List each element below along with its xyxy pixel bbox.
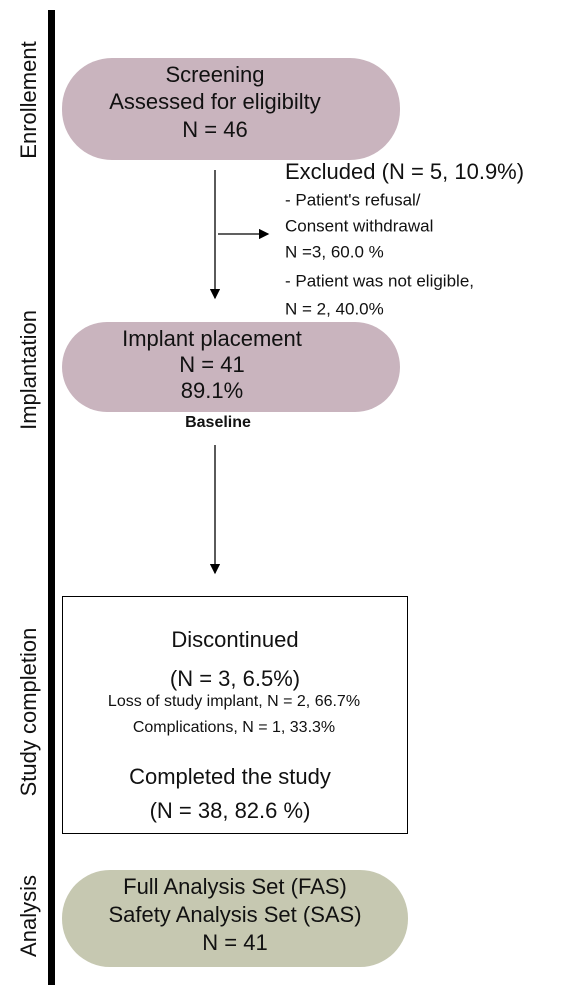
node-text: 89.1% [181,378,243,403]
node-text: Full Analysis Set (FAS) [123,874,347,899]
baseline-note: Baseline [185,414,251,431]
excluded-line: Consent withdrawal [285,216,433,235]
excluded-line: N = 2, 40.0% [285,299,384,318]
node-text: Screening [165,62,264,87]
node-text: Complications, N = 1, 33.3% [133,719,335,736]
node-text: Safety Analysis Set (SAS) [108,902,361,927]
excluded-line: - Patient was not eligible, [285,271,474,290]
excluded-title: Excluded (N = 5, 10.9%) [285,159,524,184]
completion-box [62,596,408,834]
node-text: Implant placement [122,326,302,351]
node-text: Assessed for eligibilty [109,89,321,114]
screening-box [62,58,400,160]
stage-label: Enrollement [16,41,41,158]
stage-label: Study completion [16,628,41,797]
excluded-line: - Patient's refusal/ [285,190,421,209]
stage-label: Analysis [16,875,41,957]
node-text: N = 41 [179,352,244,377]
node-text: N = 41 [202,930,267,955]
node-text: Loss of study implant, N = 2, 66.7% [108,693,360,710]
timeline-bar [48,10,55,985]
node-text: (N = 38, 82.6 %) [150,798,311,823]
node-text: N = 46 [182,117,247,142]
node-text: (N = 3, 6.5%) [170,666,300,691]
excluded-line: N =3, 60.0 % [285,242,384,261]
analysis-box [62,870,408,967]
node-text: Discontinued [171,627,298,652]
implant-box [62,322,400,412]
node-text: Completed the study [129,764,331,789]
stage-label: Implantation [16,310,41,430]
